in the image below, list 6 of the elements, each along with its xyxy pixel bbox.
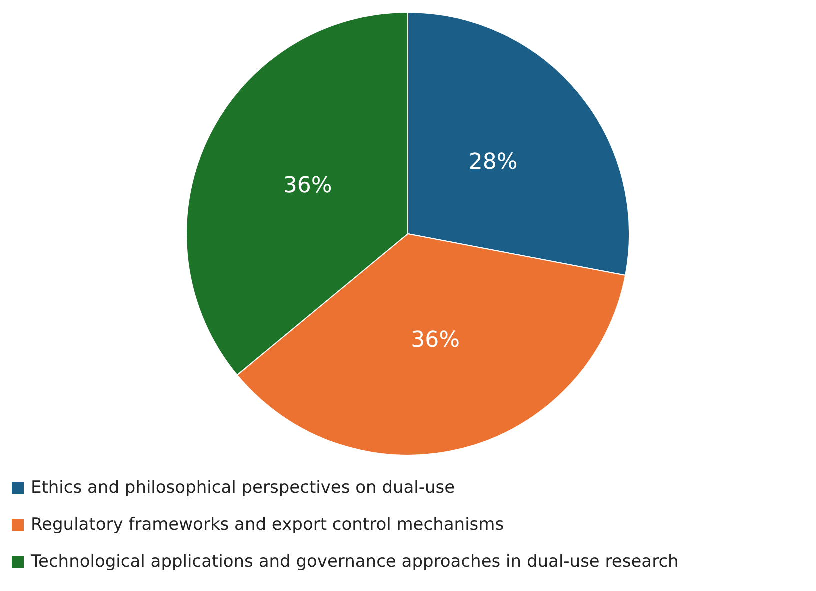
data-label: 28%	[468, 150, 518, 176]
legend-label: Regulatory frameworks and export control mechanisms	[31, 515, 504, 535]
data-label: 36%	[283, 174, 332, 199]
legend-label: Ethics and philosophical perspectives on dual-use	[31, 478, 456, 498]
legend-label: Technological applications and governance approaches in dual-use research	[31, 552, 679, 572]
data-label: 36%	[411, 328, 460, 353]
